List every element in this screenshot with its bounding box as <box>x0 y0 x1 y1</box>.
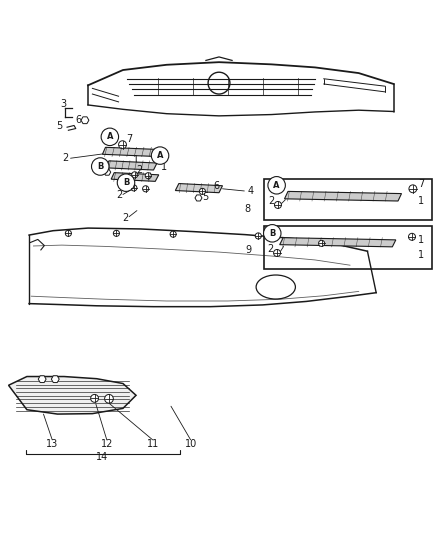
Text: B: B <box>123 178 129 187</box>
Circle shape <box>91 394 99 402</box>
Text: 7: 7 <box>127 134 133 143</box>
Text: 2: 2 <box>116 190 122 200</box>
Bar <box>264 179 432 220</box>
Text: 6: 6 <box>214 181 220 191</box>
Polygon shape <box>111 173 159 181</box>
Text: 1: 1 <box>161 163 167 172</box>
Polygon shape <box>195 195 202 201</box>
Text: 2: 2 <box>267 244 273 254</box>
Polygon shape <box>9 376 136 414</box>
Circle shape <box>318 240 325 246</box>
Text: 5: 5 <box>202 192 208 201</box>
Polygon shape <box>51 376 59 383</box>
Bar <box>264 227 432 269</box>
Polygon shape <box>106 161 157 170</box>
Text: 8: 8 <box>244 204 251 214</box>
Polygon shape <box>280 238 396 247</box>
Text: 3: 3 <box>60 99 66 109</box>
Text: 7: 7 <box>418 180 424 189</box>
Circle shape <box>119 141 127 149</box>
Text: 2: 2 <box>62 153 68 163</box>
Circle shape <box>275 201 282 208</box>
Circle shape <box>105 394 113 403</box>
Text: 2: 2 <box>268 196 275 206</box>
Polygon shape <box>285 191 402 201</box>
Text: 14: 14 <box>96 453 108 462</box>
Text: 10: 10 <box>184 439 197 449</box>
Text: A: A <box>273 181 280 190</box>
Circle shape <box>170 231 176 237</box>
Circle shape <box>143 185 149 192</box>
Polygon shape <box>175 183 223 193</box>
Text: 12: 12 <box>101 439 113 449</box>
Circle shape <box>199 188 205 195</box>
Circle shape <box>409 233 416 240</box>
Circle shape <box>65 230 71 236</box>
Polygon shape <box>102 147 159 157</box>
Circle shape <box>274 249 281 256</box>
Polygon shape <box>38 376 46 383</box>
Circle shape <box>151 147 169 164</box>
Polygon shape <box>104 169 111 175</box>
Text: A: A <box>157 151 163 160</box>
Text: 2: 2 <box>123 214 129 223</box>
Text: 2: 2 <box>136 165 143 175</box>
Polygon shape <box>81 117 89 124</box>
Circle shape <box>131 185 137 191</box>
Text: 5: 5 <box>56 121 62 131</box>
Text: 4: 4 <box>247 186 254 196</box>
Text: 1: 1 <box>133 156 139 165</box>
Circle shape <box>255 233 261 239</box>
Text: 9: 9 <box>245 245 251 255</box>
Circle shape <box>101 128 119 146</box>
Text: 1: 1 <box>418 235 424 245</box>
Circle shape <box>113 230 120 236</box>
Text: 6: 6 <box>75 115 81 125</box>
Text: 1: 1 <box>418 196 424 206</box>
Circle shape <box>409 185 417 193</box>
Circle shape <box>268 176 286 194</box>
Circle shape <box>92 158 109 175</box>
Circle shape <box>264 224 281 242</box>
Circle shape <box>117 174 135 191</box>
Text: A: A <box>106 132 113 141</box>
Text: B: B <box>97 162 103 171</box>
Text: 11: 11 <box>146 439 159 449</box>
Circle shape <box>132 172 138 178</box>
Circle shape <box>145 173 151 179</box>
Text: B: B <box>269 229 276 238</box>
Text: 13: 13 <box>46 439 58 449</box>
Text: 1: 1 <box>418 250 424 260</box>
